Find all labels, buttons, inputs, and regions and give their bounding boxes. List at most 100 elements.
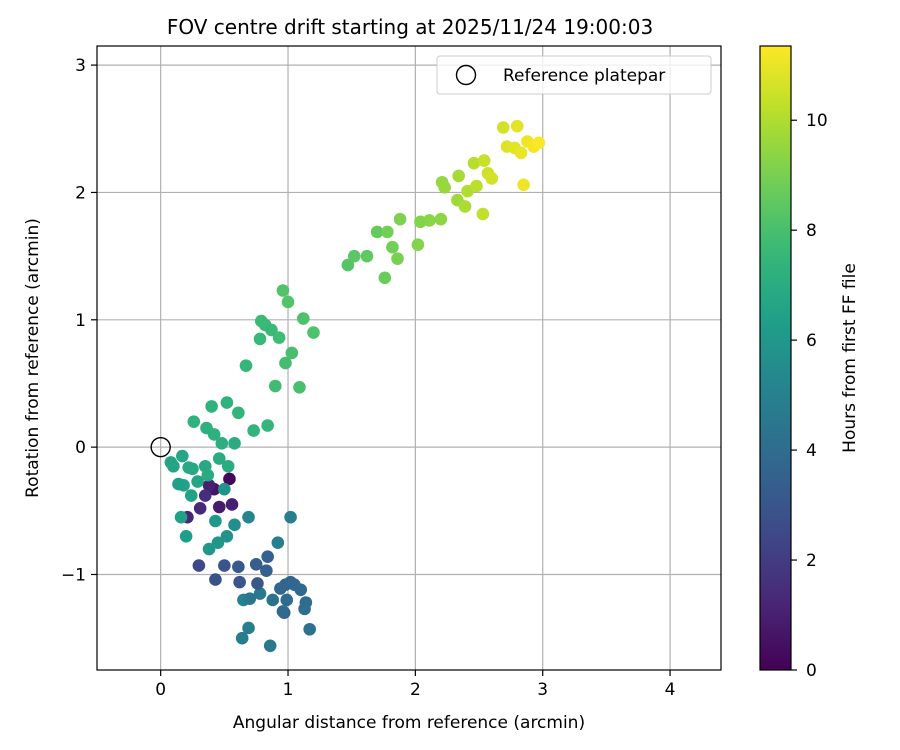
reference-point: [150, 436, 171, 458]
data-point: [192, 559, 206, 572]
legend-box: [436, 55, 712, 95]
data-point: [232, 406, 245, 420]
data-point: [347, 249, 361, 263]
data-point: [386, 240, 399, 254]
data-point: [228, 437, 241, 450]
reference-marker: [150, 436, 171, 458]
data-point: [260, 564, 273, 577]
y-tick-label: −1: [61, 565, 86, 585]
data-point: [253, 587, 267, 600]
y-tick-label: 0: [75, 438, 86, 458]
data-point: [514, 146, 528, 160]
data-point: [225, 498, 239, 511]
data-point: [485, 172, 499, 185]
data-point: [251, 577, 264, 590]
axis-ticks: 0 1 2 3 4 −1 0 1 2 3: [61, 56, 676, 700]
colorbar-gradient: [759, 45, 792, 671]
data-point: [266, 593, 280, 607]
chart-title: FOV centre drift starting at 2025/11/24 …: [167, 15, 653, 39]
data-point: [263, 639, 277, 653]
data-point: [284, 575, 297, 589]
data-point: [242, 621, 255, 635]
data-point: [218, 482, 231, 496]
data-point: [220, 529, 234, 543]
data-point: [517, 178, 530, 192]
data-point: [209, 573, 222, 586]
data-point: [215, 437, 229, 450]
colorbar: 0 2 4 6 8 10 Hours from first FF file: [759, 45, 860, 681]
data-point: [223, 472, 236, 486]
data-point: [221, 459, 235, 473]
data-point: [532, 136, 546, 150]
data-point: [207, 428, 221, 441]
legend: Reference platepar: [436, 55, 712, 95]
data-point: [279, 356, 292, 370]
data-point: [458, 200, 472, 213]
data-point: [411, 238, 425, 251]
data-point: [193, 501, 207, 515]
grid: [97, 46, 721, 670]
data-point: [202, 479, 216, 492]
data-point: [247, 424, 260, 437]
data-point: [235, 631, 249, 645]
data-point: [276, 605, 290, 618]
data-point: [202, 542, 216, 556]
y-axis-label: Rotation from reference (arcmin): [23, 218, 43, 498]
data-point: [253, 332, 267, 346]
data-point: [341, 258, 355, 272]
data-point: [370, 225, 384, 239]
colorbar-tick-label: 10: [806, 111, 828, 131]
data-point: [393, 212, 407, 226]
data-points: [164, 119, 546, 653]
data-point: [477, 154, 491, 167]
legend-reference-marker: [455, 64, 477, 86]
data-point: [164, 456, 178, 469]
data-point: [182, 461, 195, 474]
data-point: [281, 295, 295, 309]
data-point: [271, 536, 285, 549]
colorbar-label: Hours from first FF file: [840, 263, 860, 453]
data-point: [233, 575, 246, 589]
data-point: [280, 593, 294, 607]
data-point: [284, 510, 297, 524]
y-tick-label: 2: [75, 183, 86, 203]
x-tick-label: 3: [537, 680, 548, 700]
data-point: [391, 252, 404, 265]
colorbar-ticks: 0 2 4 6 8 10: [791, 111, 828, 681]
x-tick-label: 0: [155, 680, 166, 700]
data-point: [212, 500, 226, 514]
data-point: [438, 181, 451, 194]
data-point: [254, 314, 268, 328]
data-point: [209, 514, 222, 528]
data-point: [201, 468, 215, 482]
data-point: [307, 326, 320, 339]
data-point: [212, 452, 226, 465]
data-point: [198, 489, 212, 502]
x-axis-label: Angular distance from reference (arcmin): [233, 713, 585, 733]
data-point: [211, 536, 225, 549]
data-point: [172, 477, 185, 491]
colorbar-tick-label: 8: [806, 221, 817, 241]
data-point: [276, 284, 290, 297]
data-point: [496, 121, 510, 134]
colorbar-tick-label: 4: [806, 441, 817, 461]
data-point: [510, 119, 524, 133]
colorbar-tick-label: 2: [806, 551, 817, 571]
data-point: [220, 396, 234, 409]
colorbar-tick-label: 6: [806, 331, 817, 351]
data-point: [293, 380, 306, 394]
data-point: [261, 419, 274, 432]
x-tick-label: 1: [283, 680, 294, 700]
data-point: [272, 331, 286, 344]
data-point: [184, 489, 198, 502]
x-tick-label: 4: [665, 680, 676, 700]
colorbar-tick-label: 0: [806, 661, 817, 681]
data-point: [218, 559, 231, 572]
data-point: [467, 156, 481, 170]
data-point: [187, 415, 201, 428]
data-point: [191, 475, 204, 488]
data-point: [232, 560, 245, 574]
data-point: [297, 312, 310, 325]
data-point: [242, 510, 255, 524]
x-tick-label: 2: [410, 680, 421, 700]
